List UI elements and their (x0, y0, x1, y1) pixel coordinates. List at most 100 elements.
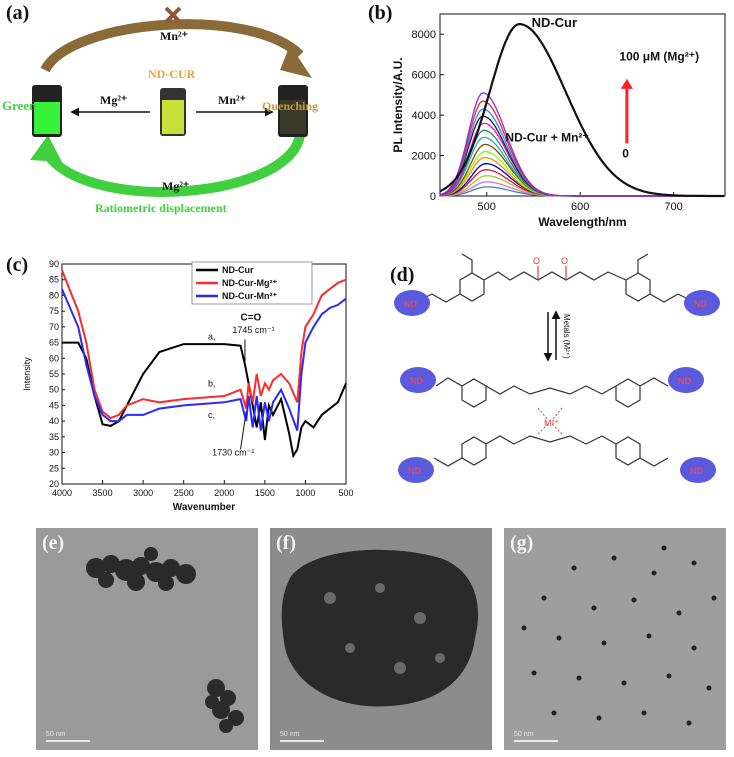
mg-left-label: Mg²⁺ (100, 93, 127, 107)
nd-label-6: ND (690, 466, 703, 476)
annot-zero: 0 (622, 147, 629, 161)
co-label: C=O (241, 313, 262, 324)
nd-bead-bot-left (398, 457, 434, 483)
nd-bead-mid-left (400, 367, 436, 393)
nd-bead-mid-right (668, 367, 704, 393)
vial-green (32, 85, 62, 137)
panel-a-scheme: Mn²⁺ ND-CUR Mg²⁺ Mn²⁺ Green Quenching Mg… (2, 6, 318, 215)
y-tick-label: 25 (49, 463, 59, 473)
series-line (61, 288, 347, 431)
tem-g-dots (521, 545, 717, 726)
y-tick-label: 30 (49, 448, 59, 458)
y-tick-label: 6000 (412, 70, 436, 82)
tem-f-aggregate (281, 549, 479, 707)
series-line (439, 163, 725, 197)
tem-e-scalebar (46, 740, 90, 742)
legend-label: ND-Cur-Mn²⁺ (222, 291, 277, 301)
complex-molecule-middle (435, 377, 669, 408)
y-tick-label: 0 (430, 191, 436, 203)
annot-ndcur: ND-Cur (532, 15, 578, 30)
metal-coordination (537, 407, 563, 435)
y-axis-label: PL Intensity/A.U. (391, 57, 405, 152)
carbonyl-o-2: O (561, 256, 568, 266)
tem-f-scalebar-text: 50 nm (280, 731, 300, 738)
ratiometric-label: Ratiometric displacement (95, 201, 227, 215)
tem-image-e: (e) 50 nm (36, 528, 258, 750)
metal-center-label: M²⁺ (544, 418, 559, 428)
tem-e-particles (86, 547, 244, 733)
tem-e-scalebar-text: 50 nm (46, 731, 66, 738)
nd-label-1: ND (404, 299, 417, 309)
series-line (439, 22, 725, 198)
peak2-label: 1730 cm⁻¹ (212, 448, 254, 458)
x-tick-label: 500 (478, 201, 496, 213)
tem-g-scalebar (514, 740, 558, 742)
quenching-label: Quenching (262, 99, 318, 113)
annot-mn: ND-Cur + Mn²⁺ (505, 130, 588, 144)
y-tick-label: 40 (49, 416, 59, 426)
x-axis-label: Wavelength/nm (538, 215, 626, 229)
annot-conc: 100 μM (Mg²⁺) (619, 50, 699, 64)
metals-label: Metals (M²⁺) (562, 314, 571, 359)
y-tick-label: 75 (49, 306, 59, 316)
x-tick-label: 3500 (93, 488, 113, 498)
y-tick-label: 65 (49, 338, 59, 348)
panel-b: (b) 500 600 700 0 2000 4000 6000 8000 Wavelength… (360, 0, 734, 232)
vial-quenched (278, 85, 308, 137)
vial-center (160, 88, 186, 136)
brown-arrowhead (280, 45, 312, 78)
tem-image-f: (f) 50 nm (270, 528, 492, 750)
curve-a-label: a, (208, 331, 216, 341)
x-tick-label: 1500 (255, 488, 275, 498)
y-tick-label: 85 (49, 275, 59, 285)
curve-b-label: b, (208, 379, 216, 389)
x-tick-label: 4000 (52, 488, 72, 498)
nd-label-5: ND (408, 466, 421, 476)
mg-bottom-label: Mg²⁺ (162, 179, 189, 193)
tem-f-scalebar (280, 740, 324, 742)
panel-d: (d) O O ND ND Metals (M²⁺) (380, 248, 734, 520)
center-label: ND-CUR (148, 67, 196, 81)
series-line (439, 175, 725, 197)
red-arrow-head (620, 78, 633, 89)
x-axis-label: Wavenumber (173, 502, 236, 513)
legend-label: ND-Cur (222, 265, 254, 275)
panel-d-label: (d) (390, 264, 415, 286)
y-tick-label: 8000 (412, 29, 436, 41)
mn-top-label: Mn²⁺ (160, 29, 188, 43)
panel-a: (a) (0, 0, 330, 225)
series-line (61, 269, 347, 420)
nd-bead-top-left (394, 290, 430, 316)
ftir-chart: 4000 3500 3000 2500 2000 1500 1000 500 20 25 30 35 4… (22, 259, 354, 513)
x-tick-label: 500 (338, 488, 353, 498)
tem-e-label: (e) (42, 532, 65, 554)
panel-b-label: (b) (368, 2, 393, 24)
mn-right-label: Mn²⁺ (218, 93, 246, 107)
y-tick-label: 35 (49, 432, 59, 442)
panel-a-label: (a) (6, 2, 30, 24)
y-tick-label: 55 (49, 369, 59, 379)
plot-frame (439, 13, 726, 197)
y-tick-label: 90 (49, 259, 59, 269)
peak1-label: 1745 cm⁻¹ (232, 325, 274, 335)
nd-cur-molecule-top (419, 253, 691, 303)
y-tick-label: 70 (49, 322, 59, 332)
panel-c-label: (c) (6, 254, 29, 276)
x-tick-label: 700 (664, 201, 682, 213)
nd-label-3: ND (410, 376, 423, 386)
curve-c-label: c, (208, 410, 215, 420)
green-arc-arrow (40, 133, 305, 197)
cross-mark-icon (164, 6, 182, 24)
x-tick-label: 2000 (214, 488, 234, 498)
tem-image-g: (g) 50 nm (504, 528, 726, 750)
complex-molecule-bottom (433, 435, 669, 467)
tem-g-scalebar-text: 50 nm (514, 731, 534, 738)
nd-label-4: ND (678, 376, 691, 386)
y-axis-label: Intensity (22, 357, 32, 391)
y-tick-label: 50 (49, 385, 59, 395)
x-tick-label: 3000 (133, 488, 153, 498)
brown-arc-arrow (40, 19, 304, 73)
y-tick-label: 20 (49, 479, 59, 489)
x-tick-label: 2500 (174, 488, 194, 498)
x-tick-label: 600 (571, 201, 589, 213)
